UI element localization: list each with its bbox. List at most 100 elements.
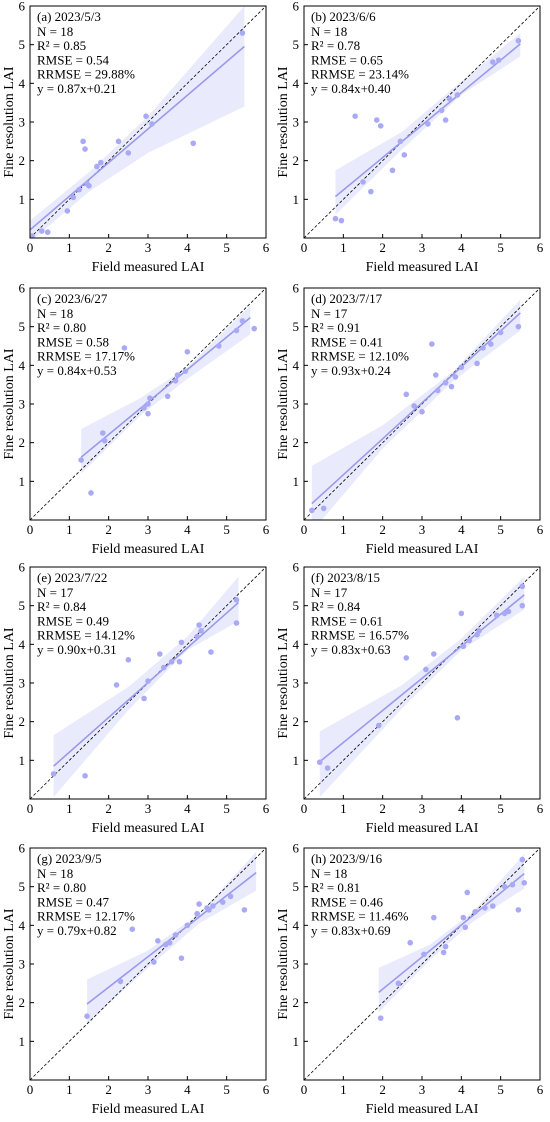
x-tick-label-4: 4 [184, 1082, 191, 1097]
data-point-17 [76, 186, 82, 193]
data-point-17 [490, 903, 496, 909]
stat-line-4: y = 0.79x+0.82 [37, 923, 117, 938]
stat-line-1: R² = 0.80 [37, 880, 86, 895]
y-tick-label-4: 5 [19, 879, 26, 894]
x-tick-label-5: 5 [223, 522, 230, 537]
x-axis-label: Field measured LAI [366, 821, 479, 836]
stat-line-4: y = 0.83x+0.69 [311, 923, 391, 938]
data-point-17 [515, 38, 522, 44]
x-tick-label-0: 0 [27, 240, 34, 255]
y-tick-label-2: 3 [293, 397, 300, 412]
regression-line [53, 601, 239, 767]
stat-line-2: RMSE = 0.54 [37, 52, 109, 67]
data-point-14 [233, 597, 240, 603]
data-point-14 [505, 608, 512, 615]
x-tick-label-4: 4 [458, 801, 465, 816]
data-point-16 [194, 633, 200, 640]
data-point-0 [316, 759, 323, 766]
y-tick-label-1: 2 [19, 995, 26, 1010]
x-axis-label: Field measured LAI [92, 821, 205, 836]
stat-line-4: y = 0.93x+0.24 [311, 363, 391, 378]
x-tick-label-6: 6 [263, 801, 270, 816]
y-tick-label-1: 2 [19, 714, 26, 729]
data-point-9 [464, 889, 471, 896]
x-tick-label-5: 5 [497, 240, 504, 255]
data-point-10 [425, 121, 431, 127]
data-point-16 [495, 57, 502, 63]
y-tick-label-2: 3 [19, 957, 26, 972]
data-point-10 [178, 639, 185, 646]
y-axis-label: Fine resolution LAI [276, 627, 291, 739]
y-axis-label: Fine resolution LAI [276, 908, 291, 1020]
data-point-3 [411, 403, 417, 409]
x-tick-label-1: 1 [340, 240, 347, 255]
data-point-15 [233, 620, 240, 626]
data-point-8 [462, 924, 469, 931]
data-point-11 [182, 368, 189, 374]
y-tick-label-0: 1 [19, 1034, 26, 1049]
stat-line-0: N = 18 [37, 306, 73, 321]
x-tick-label-1: 1 [340, 1082, 347, 1097]
data-point-15 [490, 59, 496, 65]
y-axis-label: Fine resolution LAI [276, 66, 291, 178]
data-point-2 [352, 113, 358, 119]
x-tick-label-1: 1 [66, 801, 73, 816]
data-point-14 [149, 121, 155, 127]
x-tick-label-2: 2 [105, 801, 112, 816]
data-point-9 [172, 378, 179, 384]
y-tick-label-1: 2 [293, 995, 300, 1010]
data-point-12 [493, 612, 500, 619]
x-tick-label-3: 3 [419, 240, 426, 255]
data-point-8 [86, 183, 92, 189]
plot-area [30, 6, 266, 238]
data-point-13 [509, 881, 516, 888]
y-tick-label-1: 2 [19, 153, 26, 168]
data-point-14 [488, 341, 494, 347]
data-point-4 [155, 938, 161, 944]
x-tick-label-3: 3 [145, 240, 152, 255]
data-point-11 [115, 138, 122, 145]
y-tick-label-3: 4 [293, 358, 300, 373]
data-point-10 [472, 909, 478, 915]
stat-line-3: RRMSE = 14.12% [37, 628, 135, 643]
chart-panel-7: 0 1 2 3 4 5 6 1 2 3 4 5 6 Field measured LAI Fine reso… [276, 841, 544, 1118]
data-point-1 [395, 980, 402, 987]
data-point-14 [515, 907, 522, 913]
y-tick-label-0: 1 [19, 192, 26, 207]
data-point-11 [482, 905, 488, 911]
x-tick-label-5: 5 [497, 1082, 504, 1097]
y-tick-label-4: 5 [293, 879, 300, 894]
data-point-2 [375, 722, 382, 729]
data-point-15 [190, 140, 197, 147]
data-point-4 [423, 666, 429, 673]
data-point-8 [442, 379, 449, 386]
y-axis-label: Fine resolution LAI [2, 627, 17, 739]
data-point-4 [141, 695, 147, 702]
data-point-13 [446, 96, 453, 102]
data-point-15 [519, 583, 526, 590]
x-tick-label-2: 2 [379, 1082, 386, 1097]
panel-title: (b) 2023/6/6 [311, 9, 376, 24]
data-point-0 [309, 507, 315, 514]
stat-line-3: RRMSE = 12.10% [311, 349, 409, 364]
y-axis-label: Fine resolution LAI [2, 348, 17, 460]
y-tick-label-3: 4 [293, 918, 300, 933]
data-point-0 [78, 457, 84, 463]
data-point-3 [403, 655, 410, 661]
panel-title: (f) 2023/8/15 [311, 570, 380, 585]
stat-line-1: R² = 0.84 [311, 599, 361, 614]
x-tick-label-4: 4 [458, 240, 465, 255]
regression-line [311, 312, 521, 505]
data-point-10 [196, 901, 202, 907]
data-point-8 [168, 658, 175, 665]
data-point-5 [440, 949, 447, 956]
confidence-band [30, 6, 245, 238]
x-tick-label-6: 6 [537, 801, 544, 816]
regression-line [334, 43, 521, 198]
x-axis-label: Field measured LAI [92, 542, 205, 557]
confidence-band [53, 576, 239, 798]
data-point-11 [196, 622, 202, 628]
panel-title: (a) 2023/5/3 [37, 9, 101, 24]
data-point-5 [373, 117, 380, 123]
data-point-0 [332, 215, 339, 222]
